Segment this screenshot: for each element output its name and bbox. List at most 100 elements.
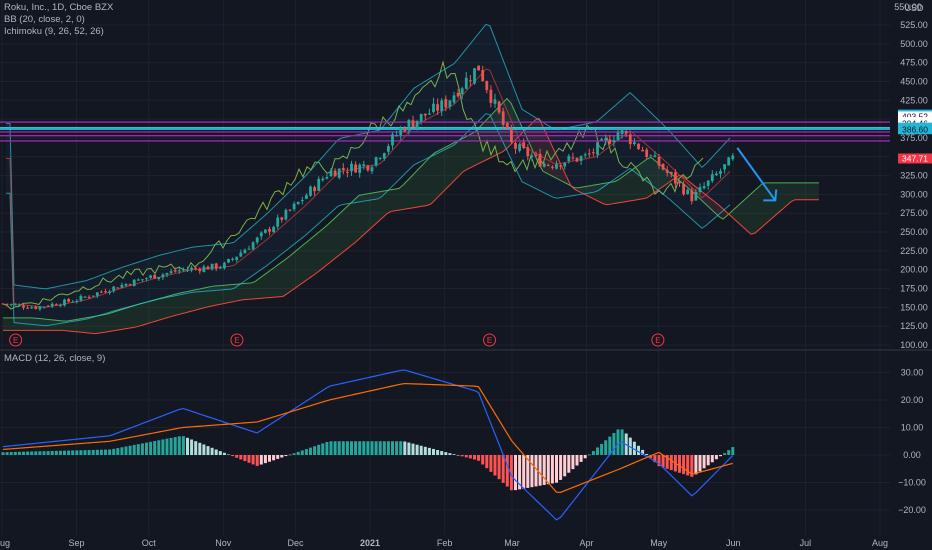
candle-body <box>190 267 193 270</box>
cloud-segment <box>95 315 99 334</box>
cloud-segment <box>327 221 331 265</box>
candle-body <box>665 169 669 173</box>
macd-histogram-bar <box>317 444 321 455</box>
candle-body <box>255 237 259 243</box>
macd-legend[interactable]: MACD (12, 26, close, 9) <box>4 353 106 364</box>
candle-body <box>436 104 439 111</box>
macd-histogram-bar <box>99 449 103 455</box>
bb-legend[interactable]: BB (20, close, 2, 0) <box>4 14 85 25</box>
macd-histogram-bar <box>723 453 727 455</box>
macd-histogram-bar <box>116 448 120 455</box>
candle-body <box>38 306 42 310</box>
cloud-segment <box>191 289 195 312</box>
cloud-segment <box>319 228 323 272</box>
cloud-segment <box>3 317 7 331</box>
macd-histogram-bar <box>411 443 415 455</box>
macd-histogram-bar <box>386 441 390 455</box>
cloud-segment <box>715 202 719 217</box>
price-tick-label: 125.00 <box>900 321 928 331</box>
macd-tick-label: −10.00 <box>898 478 926 488</box>
candle-body <box>419 113 423 122</box>
candle-body <box>473 68 476 84</box>
macd-histogram-bar <box>63 450 66 455</box>
horizontal-levels[interactable] <box>0 121 890 142</box>
cloud-segment <box>183 291 187 314</box>
candle-body <box>83 296 87 298</box>
cloud-segment <box>163 296 167 319</box>
macd-histogram-bar <box>686 455 690 476</box>
macd-histogram-bar <box>206 446 210 455</box>
macd-histogram-bar <box>26 451 30 455</box>
candle-body <box>374 157 378 166</box>
macd-histogram-bar <box>255 455 259 466</box>
cloud-segment <box>87 316 91 334</box>
time-tick-label: Nov <box>215 538 232 548</box>
candle-body <box>428 113 431 115</box>
bb-upper <box>6 23 731 290</box>
macd-histogram-bar <box>268 455 271 462</box>
candle-body <box>477 65 480 71</box>
price-badge-label: 347.71 <box>902 154 928 164</box>
candle-body <box>333 170 337 177</box>
macd-histogram-bar <box>112 448 116 455</box>
cloud-segment <box>67 320 71 332</box>
candle-body <box>50 303 54 307</box>
macd-histogram-bar <box>436 449 440 455</box>
candle-body <box>104 291 107 293</box>
candle-body <box>18 304 21 306</box>
candle-body <box>223 262 226 269</box>
earnings-marker <box>230 333 244 347</box>
price-badge: 386.60 <box>898 124 932 134</box>
cloud-segment <box>811 182 815 200</box>
cloud-segment <box>83 317 87 333</box>
macd-histogram-bar <box>67 450 71 455</box>
symbol-title[interactable]: Roku, Inc., 1D, Cboe BZX <box>4 2 114 13</box>
candle-body <box>350 163 353 172</box>
macd-histogram-bar <box>58 450 62 455</box>
macd-histogram-bar <box>198 442 202 455</box>
candle-body <box>366 165 370 171</box>
cloud-segment <box>119 309 123 330</box>
price-badge-bg <box>898 124 932 135</box>
cloud-segment <box>623 173 627 203</box>
price-tick-label: 250.00 <box>900 227 928 237</box>
macd-histogram-bar <box>669 455 673 471</box>
macd-histogram-bar <box>288 454 292 456</box>
macd-histogram-bar <box>54 450 58 455</box>
macd-histogram-bar <box>227 454 230 455</box>
candle-body <box>165 272 169 275</box>
cloud-segment <box>111 311 115 332</box>
cloud-segment <box>415 168 419 208</box>
macd-histogram-bar <box>608 436 612 455</box>
candle-body <box>690 190 694 202</box>
macd-histogram-bar <box>366 441 370 455</box>
macd-histogram-bar <box>526 455 530 488</box>
candle-body <box>337 168 341 178</box>
cloud-segment <box>459 138 463 176</box>
macd-histogram-bar <box>17 451 21 455</box>
ichimoku-legend[interactable]: Ichimoku (9, 26, 52, 26) <box>4 26 104 37</box>
ichimoku-span-b <box>3 117 819 335</box>
cloud-segment <box>103 314 107 333</box>
candlesticks[interactable] <box>1 65 735 312</box>
candle-body <box>116 287 120 289</box>
macd-histogram-bar <box>71 450 75 455</box>
candle-body <box>95 292 99 296</box>
macd-histogram-bar <box>263 455 267 464</box>
macd-histogram-bar <box>177 436 181 455</box>
projection-arrow[interactable] <box>736 147 778 202</box>
macd-histogram-bar <box>218 451 222 455</box>
macd-histogram-bar <box>214 449 218 455</box>
cloud-segment <box>443 146 447 192</box>
cloud-segment <box>427 156 431 206</box>
time-tick-label: Sep <box>69 538 85 548</box>
cloud-segment <box>467 134 471 170</box>
macd-histogram-bar <box>481 455 485 465</box>
cloud-segment <box>43 318 47 331</box>
macd-histogram-bar <box>616 429 620 455</box>
candle-body <box>440 100 444 112</box>
macd-histogram-bar <box>546 455 550 485</box>
macd-histogram-bar <box>202 444 206 455</box>
